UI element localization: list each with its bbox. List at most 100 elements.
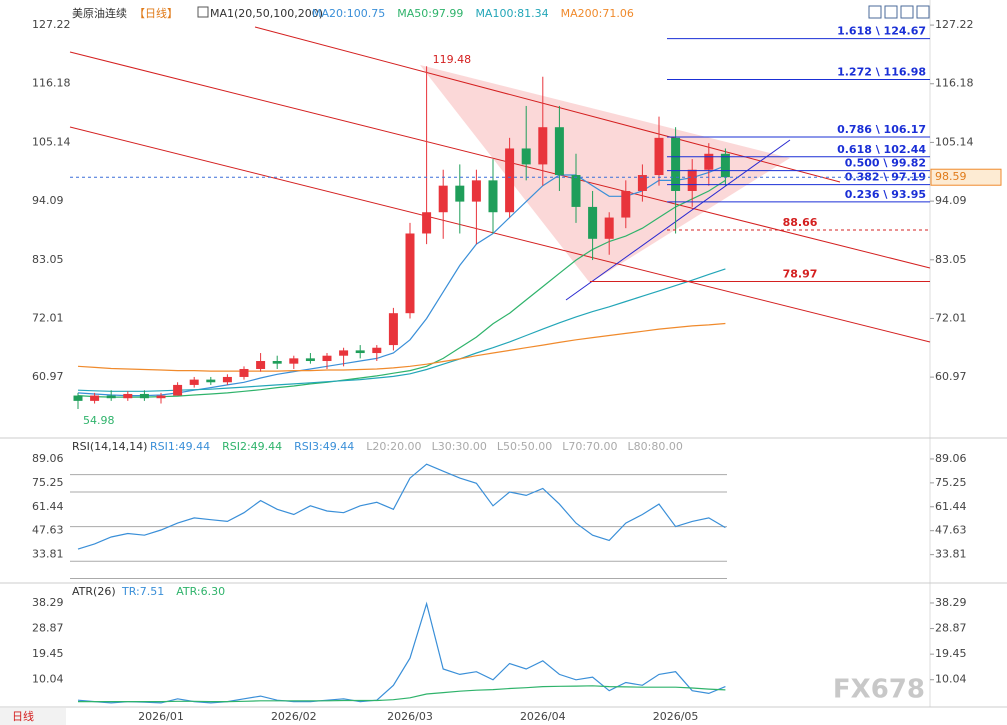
panel-title: RSI(14,14,14) <box>72 440 147 453</box>
candle-body <box>405 233 415 314</box>
level-label: 0.618 \ 102.44 <box>837 143 926 156</box>
series-line <box>77 165 726 397</box>
y-tick-label: 33.81 <box>32 548 64 561</box>
y-tick-label: 61.44 <box>32 500 64 513</box>
candle-body <box>156 395 166 399</box>
candle-body <box>305 358 315 362</box>
watermark: FX678 <box>833 675 925 705</box>
candle-body <box>604 217 614 239</box>
toolbar-icons <box>868 5 930 19</box>
legend-entry: L80:80.00 <box>628 440 683 453</box>
candle-body <box>654 137 664 176</box>
candle-body <box>90 395 100 401</box>
x-tick-label: 2026/01 <box>138 710 184 723</box>
trend-line <box>69 126 931 343</box>
legend-entry: MA20:100.75 <box>312 7 385 20</box>
legend-entry: L50:50.00 <box>497 440 552 453</box>
y-tick-label: 10.04 <box>935 673 967 686</box>
y-tick-label: 60.97 <box>935 370 967 383</box>
y-tick-label: 47.63 <box>935 524 967 537</box>
series-line <box>77 322 726 372</box>
y-tick-label: 83.05 <box>935 253 967 266</box>
candle-body <box>139 393 149 399</box>
candle-body <box>671 137 681 191</box>
x-tick-label: 2026/05 <box>653 710 699 723</box>
candle-body <box>704 153 714 170</box>
y-tick-label: 38.29 <box>935 596 967 609</box>
last-price-box <box>930 168 1002 186</box>
level-label: 1.272 \ 116.98 <box>837 65 926 78</box>
y-tick-label: 116.18 <box>935 77 974 90</box>
chart-title: 美原油连续 <box>72 6 127 20</box>
y-tick-label: 28.87 <box>935 622 967 635</box>
candle-body <box>621 190 631 218</box>
icon[interactable] <box>916 5 930 19</box>
y-tick-label: 89.06 <box>32 452 64 465</box>
legend-entry: RSI1:49.44 <box>150 440 210 453</box>
candle-body <box>272 361 282 364</box>
y-tick-label: 75.25 <box>32 476 64 489</box>
y-tick-label: 89.06 <box>935 452 967 465</box>
y-tick-label: 94.09 <box>935 194 967 207</box>
level-label: 88.66 <box>783 216 818 229</box>
candle-body <box>637 175 647 191</box>
trend-line <box>565 139 791 301</box>
legend-entry: MA50:97.99 <box>397 7 463 20</box>
y-tick-label: 60.97 <box>32 370 64 383</box>
series-line <box>77 179 726 398</box>
low-annotation: 54.98 <box>83 414 115 427</box>
candle-body <box>206 379 216 383</box>
legend-entry: MA200:71.06 <box>561 7 634 20</box>
candle-body <box>505 148 515 213</box>
y-tick-label: 61.44 <box>935 500 967 513</box>
bottom-tab-box[interactable] <box>0 708 66 725</box>
candle-body <box>720 153 730 178</box>
candle-body <box>256 361 266 369</box>
legend-entry: RSI3:49.44 <box>294 440 354 453</box>
legend-entry: L30:30.00 <box>432 440 487 453</box>
series-line <box>78 685 726 703</box>
y-tick-label: 75.25 <box>935 476 967 489</box>
candle-body <box>687 169 697 191</box>
candle-body <box>588 206 598 239</box>
legend-entry: L70:70.00 <box>562 440 617 453</box>
trend-line <box>254 26 841 183</box>
candle-body <box>123 393 133 399</box>
bottom-tab[interactable]: 日线 <box>12 709 34 723</box>
candle-body <box>355 350 365 354</box>
candle-body <box>388 313 398 346</box>
y-tick-label: 28.87 <box>32 622 64 635</box>
period: 【日线】 <box>134 6 178 20</box>
y-tick-label: 72.01 <box>32 311 64 324</box>
icon[interactable] <box>868 5 882 19</box>
y-tick-label: 38.29 <box>32 596 64 609</box>
candle-body <box>289 358 299 364</box>
panel-title: ATR(26) <box>72 585 116 598</box>
y-tick-label: 105.14 <box>935 135 974 148</box>
candle-body <box>438 185 448 213</box>
icon[interactable] <box>884 5 898 19</box>
candle-body <box>372 347 382 354</box>
y-tick-label: 19.45 <box>935 647 967 660</box>
legend-entry: ATR:6.30 <box>176 585 225 598</box>
level-label: 1.618 \ 124.67 <box>837 25 926 38</box>
candle-body <box>106 395 116 399</box>
y-tick-label: 47.63 <box>32 524 64 537</box>
candle-body <box>471 180 481 202</box>
series-line <box>77 463 726 550</box>
triangle-pattern <box>420 65 790 283</box>
candle-body <box>339 350 349 356</box>
x-tick-label: 2026/03 <box>387 710 433 723</box>
high-annotation: 119.48 <box>433 53 472 66</box>
level-label: 0.786 \ 106.17 <box>837 123 926 136</box>
candle-body <box>521 148 531 165</box>
level-label: 0.500 \ 99.82 <box>845 157 926 170</box>
icon[interactable] <box>900 5 914 19</box>
indicator-icon <box>197 6 209 18</box>
candle-body <box>422 212 432 234</box>
candle-body <box>73 395 83 401</box>
level-label: 78.97 <box>783 267 818 280</box>
candle-body <box>571 175 581 207</box>
y-tick-label: 94.09 <box>32 194 64 207</box>
x-tick-label: 2026/02 <box>271 710 317 723</box>
